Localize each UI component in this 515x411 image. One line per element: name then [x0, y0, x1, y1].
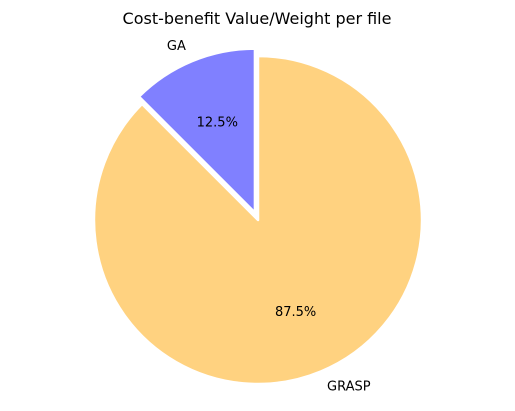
pie-labels: GA 12.5% GRASP 87.5% [167, 39, 371, 395]
pie-slice-ga [137, 47, 257, 214]
pie-slices [92, 47, 424, 386]
slice-percent-ga: 12.5% [197, 116, 238, 131]
chart-title: Cost-benefit Value/Weight per file [123, 9, 392, 28]
slice-label-grasp: GRASP [327, 380, 371, 395]
slice-percent-grasp: 87.5% [275, 305, 316, 320]
slice-label-ga: GA [167, 39, 186, 54]
pie-slice-grasp [92, 54, 424, 386]
